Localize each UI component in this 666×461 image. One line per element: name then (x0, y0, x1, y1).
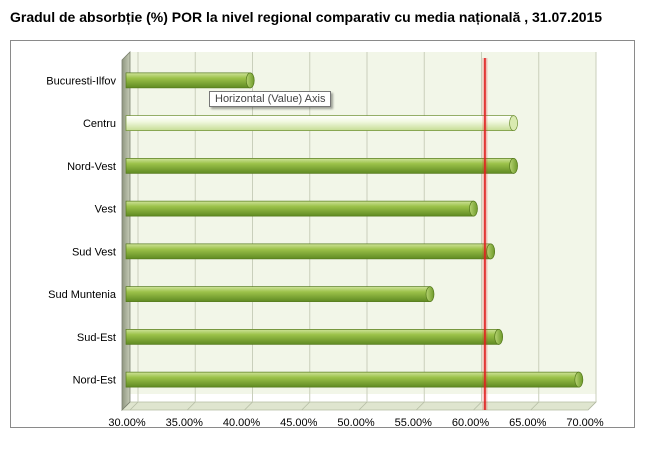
x-tick-label[interactable]: 45.00% (280, 417, 318, 429)
bar-cap (494, 329, 504, 345)
category-label: Centru (83, 118, 116, 130)
x-tick-label[interactable]: 70.00% (566, 417, 604, 429)
bars (125, 72, 584, 388)
x-tick-labels[interactable]: 30.00% 35.00% 40.00% 45.00% 50.00% 55.00% 60.0… (108, 417, 604, 429)
bar[interactable] (125, 200, 478, 217)
x-tick-label[interactable]: 30.00% (108, 417, 146, 429)
x-tick-label[interactable]: 35.00% (166, 417, 204, 429)
gridline-floor (473, 401, 482, 411)
category-label: Sud-Est (77, 332, 116, 344)
x-tick-label[interactable]: 50.00% (337, 417, 375, 429)
gridline-floor (129, 401, 139, 411)
bar-body (125, 329, 500, 345)
bar-cap (509, 158, 518, 174)
gridline-floor (186, 401, 196, 411)
bar[interactable] (125, 329, 504, 345)
plot-floor (121, 401, 597, 411)
x-tick-label[interactable]: 65.00% (509, 417, 547, 429)
category-label: Vest (95, 204, 116, 216)
category-label: Nord-Est (73, 375, 116, 387)
gridline-floor (358, 401, 368, 411)
category-label: Nord-Vest (67, 161, 116, 173)
category-label: Sud Muntenia (48, 289, 117, 301)
bar[interactable] (125, 243, 496, 260)
bar-cap (425, 286, 435, 302)
bar[interactable] (125, 158, 518, 174)
bar-cap (509, 115, 518, 131)
x-tick-label[interactable]: 55.00% (395, 417, 433, 429)
category-labels: Bucuresti-Ilfov Centru Nord-Vest Vest Sud Ve… (46, 75, 117, 386)
x-tick-label[interactable]: 40.00% (223, 417, 261, 429)
gridline-floor (244, 401, 253, 411)
gridline-floor (415, 401, 425, 411)
bar-body (125, 72, 251, 89)
category-label: Bucuresti-Ilfov (46, 75, 116, 87)
bar-body (125, 371, 580, 388)
bar-body (125, 243, 492, 260)
gridline-floor (587, 401, 597, 411)
x-tick-label[interactable]: 60.00% (452, 417, 490, 429)
bar-body (125, 200, 474, 217)
gridline-floor (530, 401, 540, 411)
bar-cap (469, 200, 478, 217)
axis-wall (121, 51, 131, 411)
bar-body (125, 286, 431, 302)
bar-cap (245, 72, 255, 89)
bar-body (125, 158, 514, 174)
bar-body (125, 115, 514, 131)
plot-background (121, 52, 597, 411)
category-label: Sud Vest (72, 246, 116, 258)
left-wall (121, 51, 131, 411)
bar[interactable] (125, 72, 255, 89)
bar-cap (574, 371, 584, 388)
bar[interactable] (125, 286, 435, 302)
bar-cap (486, 243, 496, 260)
chart-title: Gradul de absorbție (%) POR la nivel reg… (10, 9, 603, 25)
bar[interactable] (125, 115, 518, 131)
bar[interactable] (125, 371, 584, 388)
gridline-floor (301, 401, 311, 411)
axis-tooltip: Horizontal (Value) Axis (209, 91, 332, 107)
